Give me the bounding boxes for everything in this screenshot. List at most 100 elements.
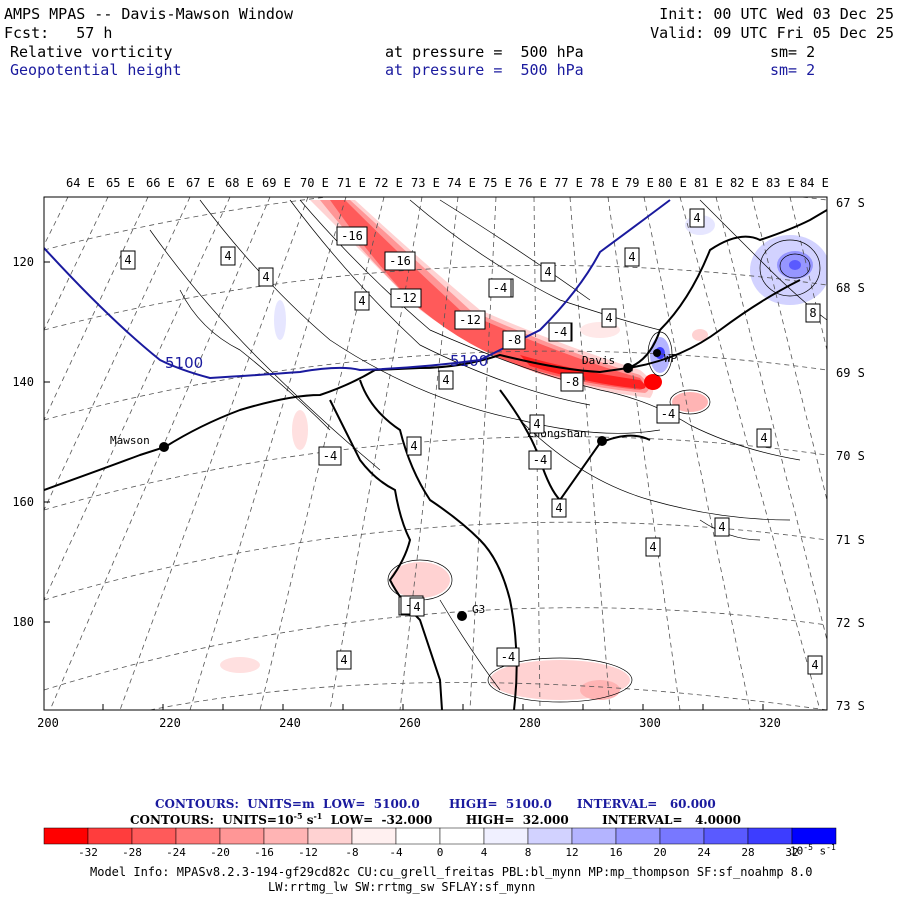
- vorticity-shading-negative: [220, 200, 708, 700]
- colorbar-swatch: [527, 827, 573, 845]
- vorticity-label: -4: [501, 650, 515, 664]
- colorbar-label: -32: [78, 846, 98, 859]
- vorticity-label-box: [624, 247, 640, 267]
- vorticity-label-box: [656, 404, 680, 424]
- longitude-label: 69 E: [262, 176, 291, 190]
- contour-vort-units-tail-exp: -1: [313, 811, 323, 821]
- contour-height-interval: INTERVAL= 60.000: [576, 797, 716, 811]
- colorbar-label: -28: [122, 846, 142, 859]
- vorticity-label: 4: [760, 431, 767, 445]
- axis-ticks: [44, 261, 764, 710]
- longitude-label: 67 E: [186, 176, 215, 190]
- height-label: 5100: [165, 354, 203, 372]
- vorticity-label: 4: [605, 311, 612, 325]
- vorticity-label: -12: [395, 291, 417, 305]
- station-mawson-label: Mawson: [110, 434, 150, 447]
- colorbar-units-base: 10: [790, 844, 804, 858]
- vorticity-label: -16: [341, 229, 363, 243]
- colorbar-swatch: [659, 827, 705, 845]
- field2-level: at pressure = 500 hPa: [385, 61, 584, 79]
- vorticity-label-box: [756, 428, 772, 448]
- vorticity-label: 4: [693, 211, 700, 225]
- colorbar-label: 8: [524, 846, 532, 859]
- vorticity-label-box: [805, 303, 821, 323]
- latitude-label: 68 S: [836, 281, 865, 295]
- x-tick-label: 220: [159, 716, 181, 730]
- vorticity-label-box: [540, 262, 556, 282]
- vorticity-label-box: [390, 288, 422, 308]
- station-wp-marker: [653, 349, 661, 357]
- colorbar-swatch: [43, 827, 89, 845]
- colorbar-swatch: [483, 827, 529, 845]
- colorbar-swatch: [263, 827, 309, 845]
- colorbar-label: 32: [785, 846, 799, 859]
- x-tick-label: 240: [279, 716, 301, 730]
- vorticity-label: 4: [340, 653, 347, 667]
- height-label: 5100: [450, 352, 488, 370]
- contour-vort-low: LOW= -32.000: [330, 813, 433, 827]
- vorticity-label-box: [438, 370, 454, 390]
- vorticity-label-box: [528, 450, 552, 470]
- vorticity-label: 4: [413, 600, 420, 614]
- valid-time: Valid: 09 UTC Fri 05 Dec 25: [650, 24, 894, 42]
- colorbar-label: -24: [166, 846, 186, 859]
- y-tick-label: 140: [12, 375, 34, 389]
- station-davis-marker: [623, 363, 633, 373]
- station-davis-label: Davis: [582, 354, 615, 367]
- model-info-line1: Model Info: MPASv8.2.3-194-gf29cd82c CU:…: [90, 865, 813, 879]
- model-info-line2: LW:rrtmg_lw SW:rrtmg_sw SFLAY:sf_mynn: [268, 880, 536, 894]
- contour-vort-interval: INTERVAL= 4.0000: [602, 813, 741, 827]
- colorbar-swatch: [131, 827, 177, 845]
- longitude-label: 70 E: [300, 176, 329, 190]
- vorticity-label-box: [551, 498, 567, 518]
- field2-name: Geopotential height: [10, 61, 182, 79]
- latitude-label: 73 S: [836, 699, 865, 713]
- map-frame: [43, 196, 828, 711]
- x-tick-label: 300: [639, 716, 661, 730]
- longitude-label: 64 E: [66, 176, 95, 190]
- vorticity-label-box: [714, 517, 730, 537]
- colorbar-label: -12: [298, 846, 318, 859]
- longitude-label: 71 E: [337, 176, 366, 190]
- colorbar-swatch: [615, 827, 661, 845]
- colorbar-units-tail-exp: -1: [826, 843, 836, 852]
- vorticity-label-box: [354, 291, 370, 311]
- longitude-label: 81 E: [694, 176, 723, 190]
- x-tick-label: 260: [399, 716, 421, 730]
- longitude-label: 76 E: [518, 176, 547, 190]
- vorticity-label: 4: [649, 540, 656, 554]
- vorticity-label: -4: [493, 281, 507, 295]
- latitude-label: 70 S: [836, 449, 865, 463]
- longitude-label: 73 E: [411, 176, 440, 190]
- colorbar: [43, 827, 837, 845]
- vorticity-label-box: [409, 597, 425, 617]
- colorbar-swatch: [219, 827, 265, 845]
- colorbar-units-tail: s: [812, 844, 827, 858]
- field1-name: Relative vorticity: [10, 43, 173, 61]
- x-tick-label: 200: [37, 716, 59, 730]
- field1-level: at pressure = 500 hPa: [385, 43, 584, 61]
- contour-info-height: CONTOURS: UNITS=m LOW= 5100.0 HIGH= 5100…: [155, 797, 716, 811]
- vorticity-label-box: [645, 537, 661, 557]
- contour-height-low: LOW= 5100.0: [323, 797, 420, 811]
- vorticity-label-box: [258, 267, 274, 287]
- vorticity-label: 4: [533, 417, 540, 431]
- colorbar-label: 20: [653, 846, 667, 859]
- colorbar-swatch: [395, 827, 441, 845]
- longitude-label: 82 E: [730, 176, 759, 190]
- longitude-label: 72 E: [374, 176, 403, 190]
- colorbar-units: 10-5 s-1: [790, 843, 836, 858]
- geopotential-contour-5100: [44, 199, 671, 380]
- vorticity-label: -12: [459, 313, 481, 327]
- longitude-label: 66 E: [146, 176, 175, 190]
- y-tick-label: 120: [12, 255, 34, 269]
- latitude-label: 67 S: [836, 196, 865, 210]
- latitude-label: 71 S: [836, 533, 865, 547]
- vorticity-label-box: [560, 372, 584, 392]
- vorticity-label-box: [336, 226, 368, 246]
- longitude-label: 80 E: [658, 176, 687, 190]
- vorticity-label: -4: [661, 407, 675, 421]
- contour-vort-high: HIGH= 32.000: [465, 813, 569, 827]
- vorticity-label-box: [529, 414, 545, 434]
- contour-vort-units: CONTOURS: UNITS=10: [130, 813, 294, 827]
